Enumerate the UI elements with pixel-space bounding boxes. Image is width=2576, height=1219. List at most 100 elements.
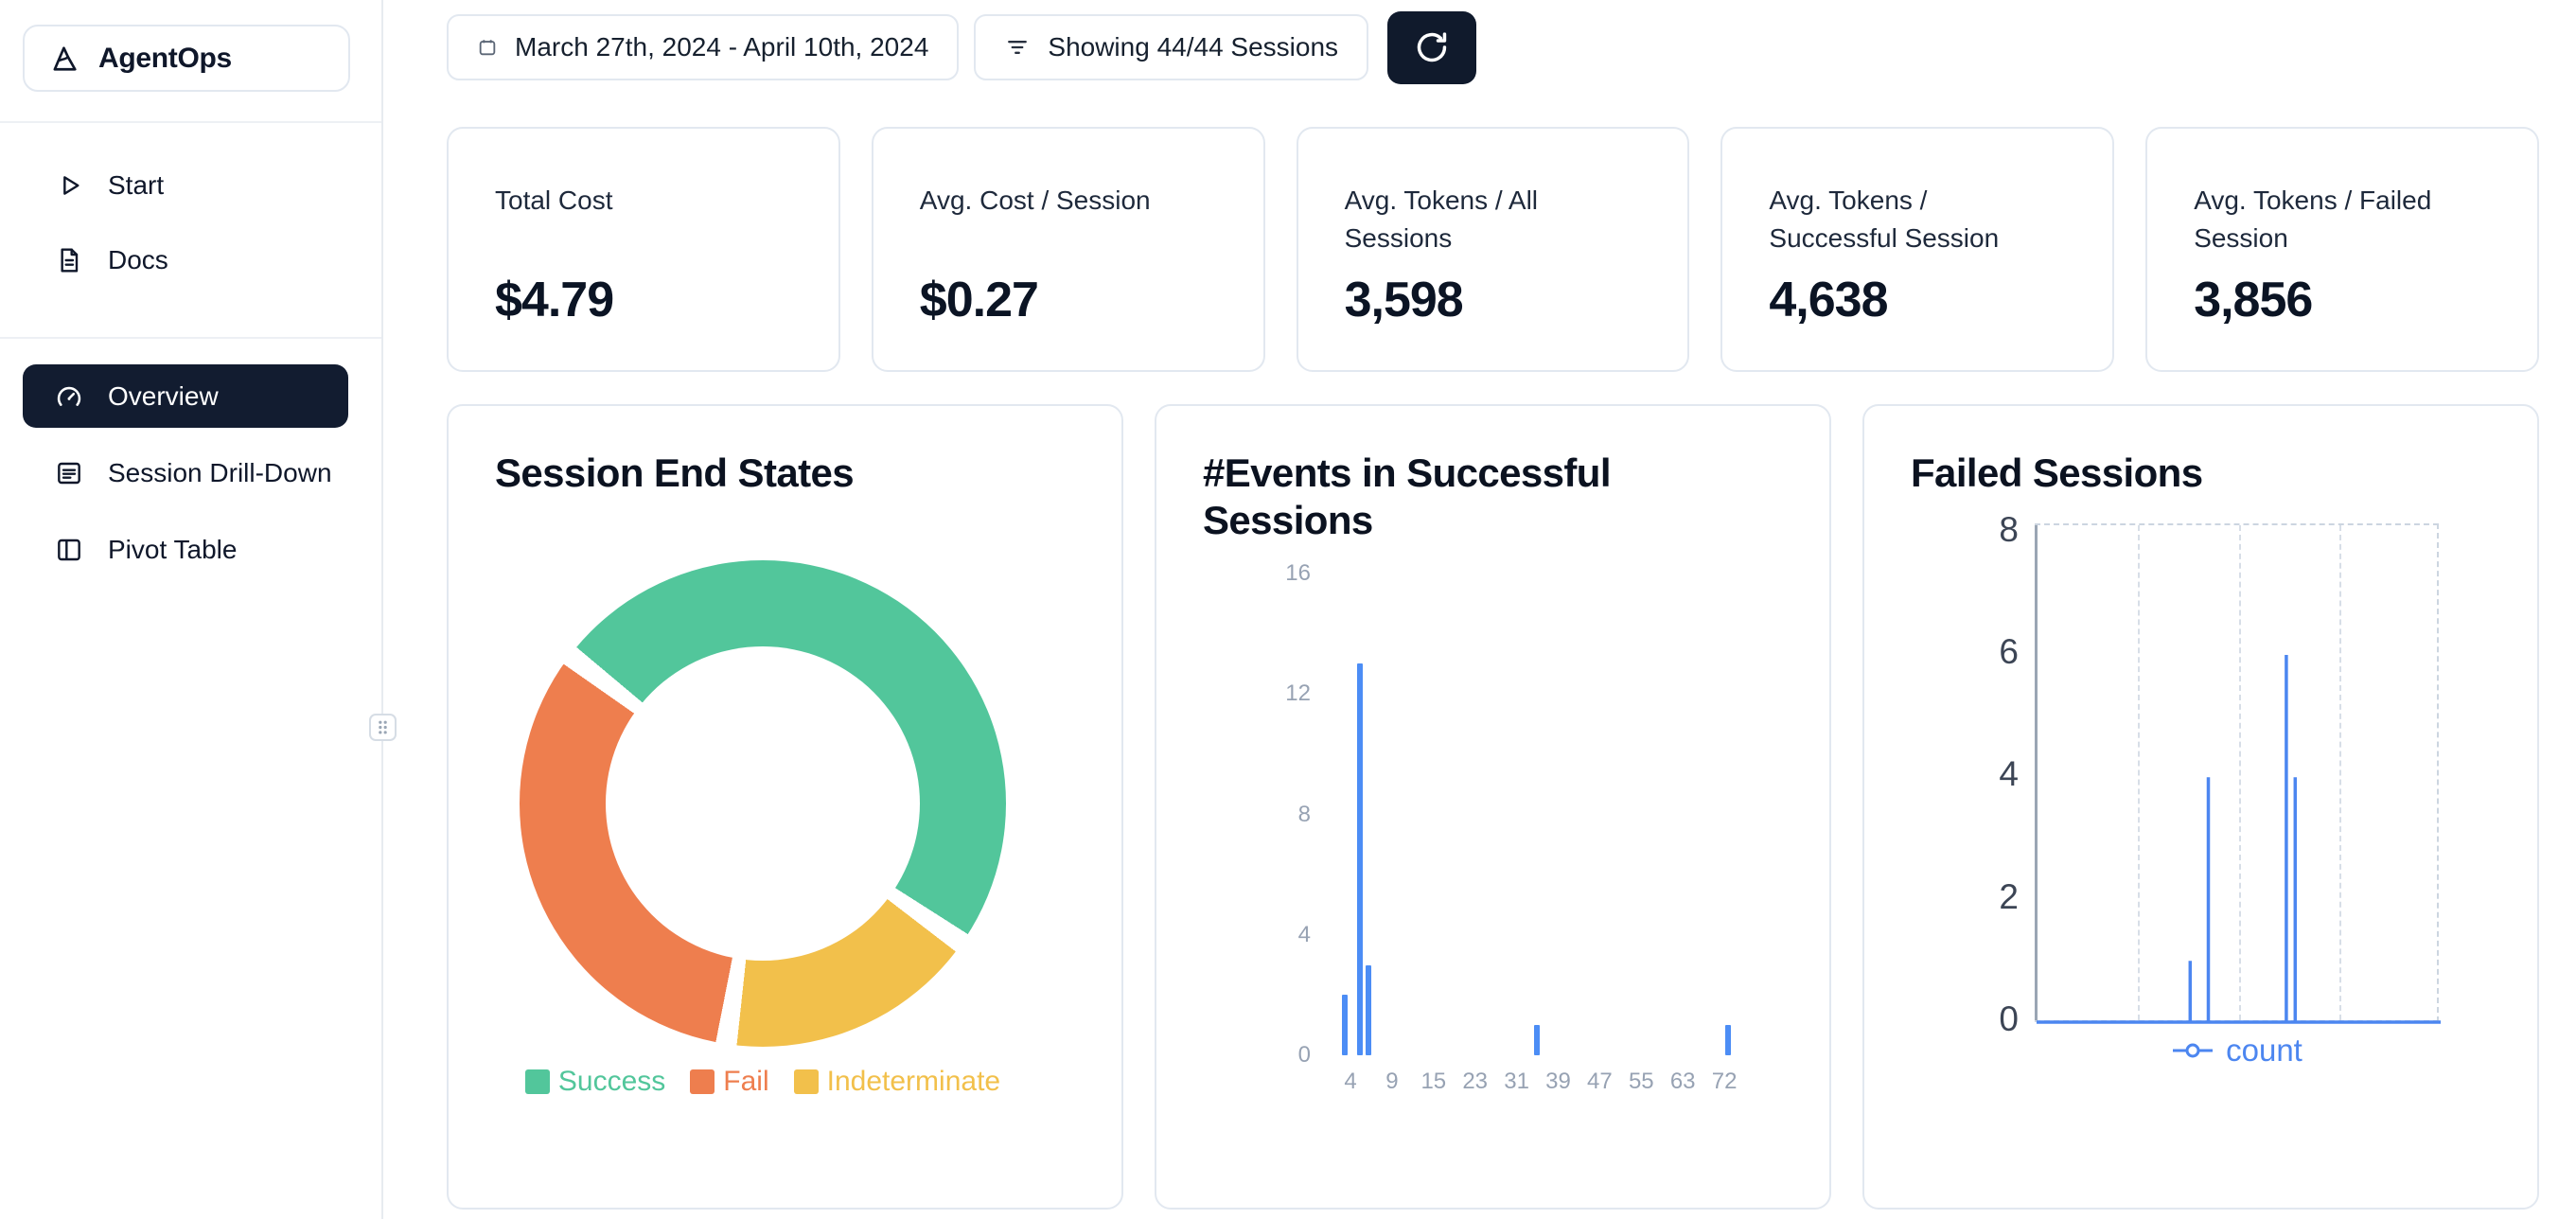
- y-tick-label: 0: [1999, 999, 2019, 1038]
- legend-label: Indeterminate: [826, 1066, 1001, 1097]
- stat-value: 4,638: [1769, 273, 1888, 327]
- filter-icon: [1004, 34, 1031, 61]
- legend-item-fail: Fail: [690, 1066, 769, 1098]
- stat-card: Total Cost $4.79: [447, 127, 840, 372]
- stat-value: 3,598: [1344, 273, 1464, 327]
- sidebar-item-docs[interactable]: Docs: [23, 228, 348, 292]
- stat-label: Avg. Tokens / Successful Session: [1769, 186, 2000, 253]
- chart-title: Failed Sessions: [1911, 450, 2203, 495]
- donut-legend: Success Fail Indeterminate: [449, 1066, 1077, 1098]
- date-range-label: March 27th, 2024 - April 10th, 2024: [515, 32, 929, 62]
- legend-label: Success: [557, 1066, 666, 1097]
- y-tick-label: 8: [1297, 801, 1311, 827]
- charts-row: Session End States Success Fail Indetermin…: [447, 404, 2539, 1210]
- count-series-marker-icon: [2171, 1041, 2214, 1060]
- stat-value: 3,856: [2194, 273, 2313, 327]
- stat-card: Avg. Tokens / Failed Session 3,856: [2145, 127, 2539, 372]
- y-tick-label: 12: [1285, 680, 1311, 707]
- x-tick-label: 72: [1711, 1069, 1738, 1094]
- legend-item-success: Success: [524, 1066, 666, 1098]
- stat-card: Avg. Tokens / All Sessions 3,598: [1296, 127, 1690, 372]
- date-range-button[interactable]: March 27th, 2024 - April 10th, 2024: [447, 14, 960, 80]
- count-series-label: count: [2226, 1033, 2303, 1068]
- bar: [1365, 964, 1371, 1055]
- sidebar-item-overview[interactable]: Overview: [23, 364, 348, 428]
- x-tick-label: 23: [1462, 1069, 1489, 1094]
- chart-title: #Events in Successful Sessions: [1203, 450, 1612, 542]
- refresh-button[interactable]: [1387, 10, 1477, 84]
- sidebar-item-label: Docs: [108, 244, 168, 274]
- x-tick-label: 15: [1420, 1069, 1447, 1094]
- refresh-icon: [1414, 29, 1450, 65]
- stat-card: Avg. Cost / Session $0.27: [871, 127, 1265, 372]
- session-filter-label: Showing 44/44 Sessions: [1048, 32, 1339, 62]
- session-end-states-donut-chart[interactable]: [520, 560, 1006, 1047]
- gauge-icon: [53, 380, 85, 413]
- count-series-line: [2037, 655, 2441, 1024]
- sidebar-nav-main: Overview Session Drill-Down Pivot Table: [23, 364, 348, 581]
- stat-value: $4.79: [495, 273, 614, 327]
- y-tick-label: 0: [1297, 1042, 1311, 1068]
- failed-sessions-line-chart[interactable]: [2035, 523, 2441, 1024]
- topbar: March 27th, 2024 - April 10th, 2024 Show…: [447, 9, 2539, 85]
- y-tick-label: 6: [1999, 632, 2019, 672]
- y-tick-label: 8: [1999, 509, 2019, 549]
- bar: [1357, 663, 1364, 1055]
- donut-hole: [606, 646, 920, 961]
- sidebar-divider: [0, 121, 381, 123]
- stat-label: Avg. Tokens / All Sessions: [1344, 186, 1539, 253]
- y-tick-label: 16: [1285, 560, 1311, 586]
- x-tick-label: 55: [1628, 1069, 1654, 1094]
- bar: [1342, 995, 1349, 1055]
- calendar-icon: [477, 37, 498, 58]
- agentops-logo-icon: [47, 42, 81, 76]
- y-tick-label: 2: [1999, 876, 2019, 916]
- legend-label: Fail: [723, 1066, 769, 1097]
- y-tick-label: 4: [1999, 754, 2019, 794]
- gridline: [2137, 525, 2140, 1020]
- stat-label: Avg. Cost / Session: [919, 186, 1151, 215]
- session-end-states-card: Session End States Success Fail Indetermin…: [447, 404, 1123, 1210]
- x-tick-label: 31: [1504, 1069, 1529, 1094]
- bar: [1533, 1025, 1540, 1055]
- x-tick-label: 9: [1385, 1069, 1399, 1094]
- sidebar-item-label: Overview: [108, 380, 219, 411]
- y-axis-line: [2035, 525, 2038, 1020]
- line-legend: count: [2035, 1033, 2439, 1069]
- bar: [1724, 1025, 1731, 1055]
- session-filter-button[interactable]: Showing 44/44 Sessions: [974, 14, 1369, 80]
- sidebar-item-pivot-table[interactable]: Pivot Table: [23, 518, 348, 581]
- stat-label: Total Cost: [495, 186, 613, 215]
- legend-item-indeterminate: Indeterminate: [793, 1066, 1001, 1098]
- stat-value: $0.27: [919, 273, 1039, 327]
- events-histogram-card: #Events in Successful Sessions 0 4 8 12 16 4 9…: [1155, 404, 1831, 1210]
- sidebar-divider: [0, 337, 381, 339]
- gridline: [2238, 525, 2241, 1020]
- main-content: March 27th, 2024 - April 10th, 2024 Show…: [383, 0, 2576, 1219]
- x-tick-label: 63: [1669, 1069, 1696, 1094]
- grip-dots-icon: [379, 720, 387, 734]
- app-logo[interactable]: AgentOps: [23, 25, 350, 92]
- pivot-icon: [53, 534, 85, 566]
- sidebar-item-start[interactable]: Start: [23, 153, 348, 217]
- sidebar-item-label: Start: [108, 169, 165, 200]
- sidebar-resize-handle[interactable]: [369, 714, 397, 741]
- stat-label: Avg. Tokens / Failed Session: [2194, 186, 2432, 253]
- x-tick-label: 47: [1587, 1069, 1613, 1094]
- events-bar-chart[interactable]: [1333, 574, 1818, 1055]
- stat-card: Avg. Tokens / Successful Session 4,638: [1720, 127, 2115, 372]
- sidebar-item-session-drill-down[interactable]: Session Drill-Down: [23, 441, 348, 504]
- app-title: AgentOps: [98, 42, 232, 74]
- sidebar-item-label: Session Drill-Down: [108, 457, 332, 487]
- sidebar-item-label: Pivot Table: [108, 534, 238, 564]
- gridline: [2339, 525, 2342, 1020]
- sidebar-nav-top: Start Docs: [23, 153, 348, 292]
- legend-swatch: [690, 1069, 715, 1094]
- drilldown-icon: [53, 457, 85, 489]
- x-tick-label: 39: [1545, 1069, 1571, 1094]
- stats-row: Total Cost $4.79 Avg. Cost / Session $0.27 A…: [447, 127, 2539, 372]
- x-tick-label: 4: [1344, 1069, 1357, 1094]
- legend-swatch: [524, 1069, 550, 1094]
- chart-title: Session End States: [495, 450, 855, 495]
